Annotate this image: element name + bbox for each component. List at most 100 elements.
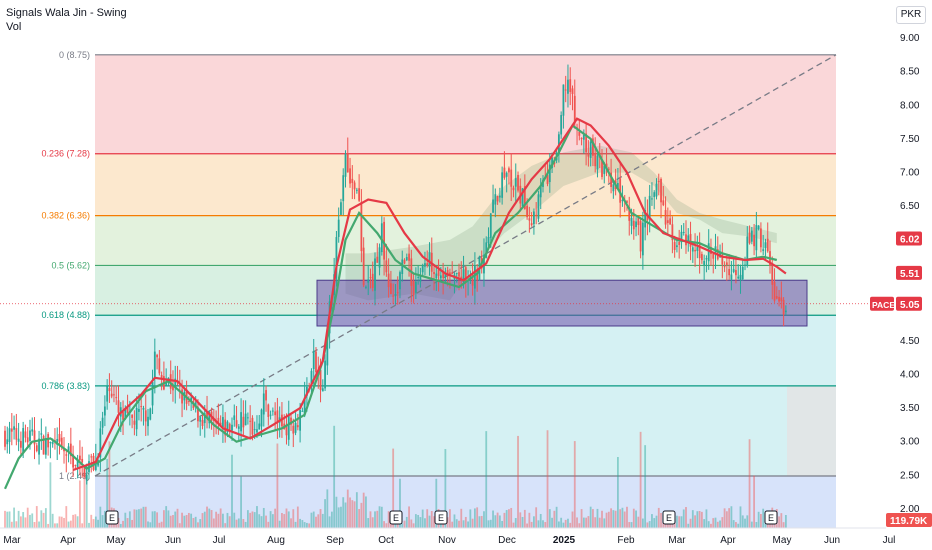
volume-bar (428, 515, 431, 528)
price-tick: 2.00 (900, 504, 920, 515)
candle-body (678, 241, 681, 245)
indicator-cloud (345, 145, 777, 301)
volume-bar (501, 520, 504, 528)
volume-bar (678, 516, 681, 528)
candle-body (748, 232, 751, 244)
candle-body (110, 393, 113, 397)
volume-bar (569, 522, 572, 528)
time-tick: Jun (165, 535, 181, 546)
price-tick: 6.50 (900, 201, 920, 212)
candle-body (335, 237, 338, 279)
volume-bar (103, 510, 106, 528)
candle-body (760, 228, 762, 248)
candle-body (294, 422, 297, 433)
candle-body (605, 163, 608, 168)
candle-body (256, 429, 258, 433)
time-tick: May (107, 535, 126, 546)
candle-body (108, 388, 111, 392)
chart-legend: Signals Wala Jin - Swing Vol (6, 6, 127, 34)
candle-body (521, 188, 524, 207)
volume-tag-label: 119.79K (890, 516, 928, 527)
price-tick: 4.00 (900, 369, 920, 380)
volume-bar (746, 515, 749, 528)
volume-bar (267, 521, 270, 528)
time-tick: 2025 (553, 535, 576, 546)
candle-body (644, 209, 647, 228)
volume-bar (90, 514, 93, 528)
volume-bar (646, 522, 649, 528)
candle-body (732, 269, 735, 272)
volume-bar (405, 516, 408, 528)
candle-body (81, 458, 84, 463)
volume-bar (108, 441, 111, 528)
candle-body (399, 272, 401, 290)
candle-body (169, 374, 172, 389)
volume-bar (392, 448, 395, 528)
price-axis[interactable]: 2.002.503.003.504.004.505.005.506.006.50… (0, 33, 932, 527)
volume-bar (326, 489, 329, 528)
candle-body (757, 225, 760, 230)
volume-bar (784, 514, 787, 528)
volume-bar (557, 521, 560, 528)
candle-body (165, 381, 168, 386)
candle-body (778, 296, 780, 302)
volume-bar (492, 510, 494, 528)
candle-body (285, 424, 288, 436)
volume-bar (210, 510, 213, 528)
volume-bar (169, 515, 172, 528)
volume-bar (778, 516, 780, 528)
volume-bar (144, 506, 147, 528)
candle-body (153, 351, 156, 378)
volume-bar (29, 514, 31, 528)
candle-body (673, 242, 676, 250)
volume-bar (13, 507, 15, 528)
volume-bar (460, 508, 463, 528)
volume-bar (735, 522, 737, 528)
fib-label: 0.236 (7.28) (41, 149, 90, 159)
volume-bar (251, 511, 254, 528)
volume-bar (26, 507, 29, 528)
candle-body (76, 458, 79, 468)
candle-body (455, 272, 458, 274)
volume-bar (187, 512, 190, 528)
candle-body (601, 160, 603, 177)
volume-bar (483, 511, 485, 528)
currency-button[interactable]: PKR (896, 6, 926, 24)
volume-bar (99, 506, 102, 528)
volume-bar (426, 509, 429, 528)
volume-bar (553, 510, 556, 528)
volume-bar (728, 508, 731, 528)
ma-line (72, 117, 787, 472)
candle-body (65, 454, 68, 456)
volume-bar (310, 512, 313, 528)
volume-bar (308, 523, 311, 528)
candle-body (67, 446, 70, 452)
volume-bar (67, 521, 70, 528)
volume-bar (410, 519, 413, 528)
volume-bar (514, 518, 517, 528)
candle-body (741, 266, 744, 280)
volume-bar (197, 522, 199, 528)
volume-bar (637, 516, 640, 528)
volume-bar (705, 509, 708, 528)
volume-bars (4, 425, 787, 528)
candle-body (750, 230, 753, 242)
candle-body (201, 420, 204, 426)
volume-bar (546, 430, 549, 528)
volume-bar (589, 506, 592, 528)
volume-bar (471, 518, 474, 528)
candle-body (762, 249, 765, 251)
candle-body (444, 273, 447, 277)
candle-body (487, 237, 490, 243)
volume-bar (76, 516, 79, 528)
support-zone[interactable] (316, 279, 808, 327)
candle-body (589, 141, 592, 158)
ema-line (3, 123, 778, 490)
time-axis[interactable]: Mar Apr May Jun Jul Aug Sep Oct Nov Dec 2025 Feb Mar… (0, 527, 895, 546)
candle-body (262, 393, 265, 415)
volume-bar (732, 520, 735, 528)
volume-bar (228, 516, 231, 528)
candle-body (433, 272, 435, 275)
